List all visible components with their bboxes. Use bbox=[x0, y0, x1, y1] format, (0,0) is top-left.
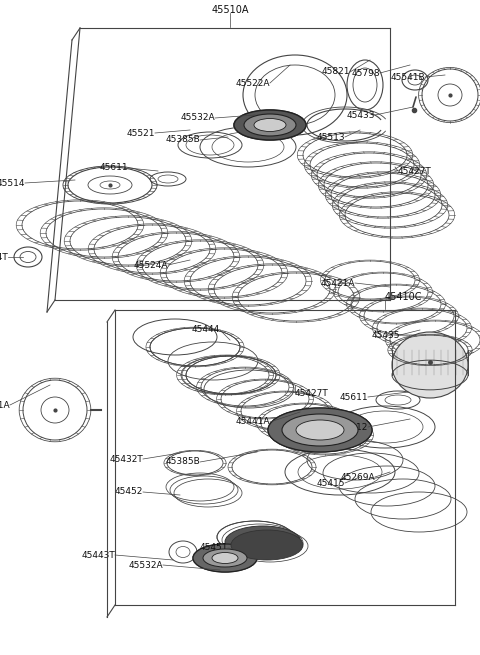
Text: 45451: 45451 bbox=[200, 544, 228, 553]
Text: 45421A: 45421A bbox=[321, 278, 355, 288]
Ellipse shape bbox=[212, 553, 238, 563]
Text: 45524A: 45524A bbox=[133, 261, 168, 269]
Ellipse shape bbox=[193, 544, 257, 572]
Text: 45410C: 45410C bbox=[385, 292, 422, 302]
Text: 45798: 45798 bbox=[351, 69, 380, 77]
Text: 45541B: 45541B bbox=[390, 73, 425, 81]
Text: 45412: 45412 bbox=[340, 422, 368, 432]
Text: 45385B: 45385B bbox=[165, 136, 200, 145]
Ellipse shape bbox=[254, 119, 286, 132]
Text: 45544T: 45544T bbox=[0, 252, 8, 261]
Text: 45821: 45821 bbox=[322, 67, 350, 77]
Ellipse shape bbox=[244, 114, 296, 136]
Ellipse shape bbox=[392, 332, 468, 398]
Text: 45441A: 45441A bbox=[236, 417, 270, 426]
Text: 45269A: 45269A bbox=[340, 472, 375, 481]
Text: 45514: 45514 bbox=[0, 179, 25, 187]
Text: 45532A: 45532A bbox=[128, 561, 163, 569]
Text: 45432T: 45432T bbox=[109, 455, 143, 464]
Ellipse shape bbox=[268, 408, 372, 452]
Ellipse shape bbox=[296, 420, 344, 440]
Text: 45611: 45611 bbox=[339, 392, 368, 402]
Ellipse shape bbox=[225, 526, 301, 558]
Text: 45385B: 45385B bbox=[165, 457, 200, 466]
Text: 45444: 45444 bbox=[192, 326, 220, 335]
Text: 45522A: 45522A bbox=[236, 79, 270, 88]
Text: 45433: 45433 bbox=[347, 111, 375, 119]
Text: 45435: 45435 bbox=[372, 331, 400, 339]
Text: 45532A: 45532A bbox=[180, 113, 215, 122]
Ellipse shape bbox=[231, 530, 303, 560]
Text: 45513: 45513 bbox=[316, 132, 345, 141]
Text: 45427T: 45427T bbox=[398, 166, 432, 176]
Text: 45510A: 45510A bbox=[211, 5, 249, 15]
Text: 45415: 45415 bbox=[316, 479, 345, 487]
Text: 45427T: 45427T bbox=[295, 388, 329, 398]
Text: 45452: 45452 bbox=[115, 487, 143, 496]
Ellipse shape bbox=[203, 549, 247, 567]
Text: 45611: 45611 bbox=[99, 164, 128, 172]
Text: 45443T: 45443T bbox=[81, 550, 115, 559]
Text: 45461A: 45461A bbox=[0, 400, 10, 409]
Ellipse shape bbox=[234, 110, 306, 140]
Ellipse shape bbox=[282, 414, 358, 446]
Text: 45521: 45521 bbox=[127, 128, 155, 138]
